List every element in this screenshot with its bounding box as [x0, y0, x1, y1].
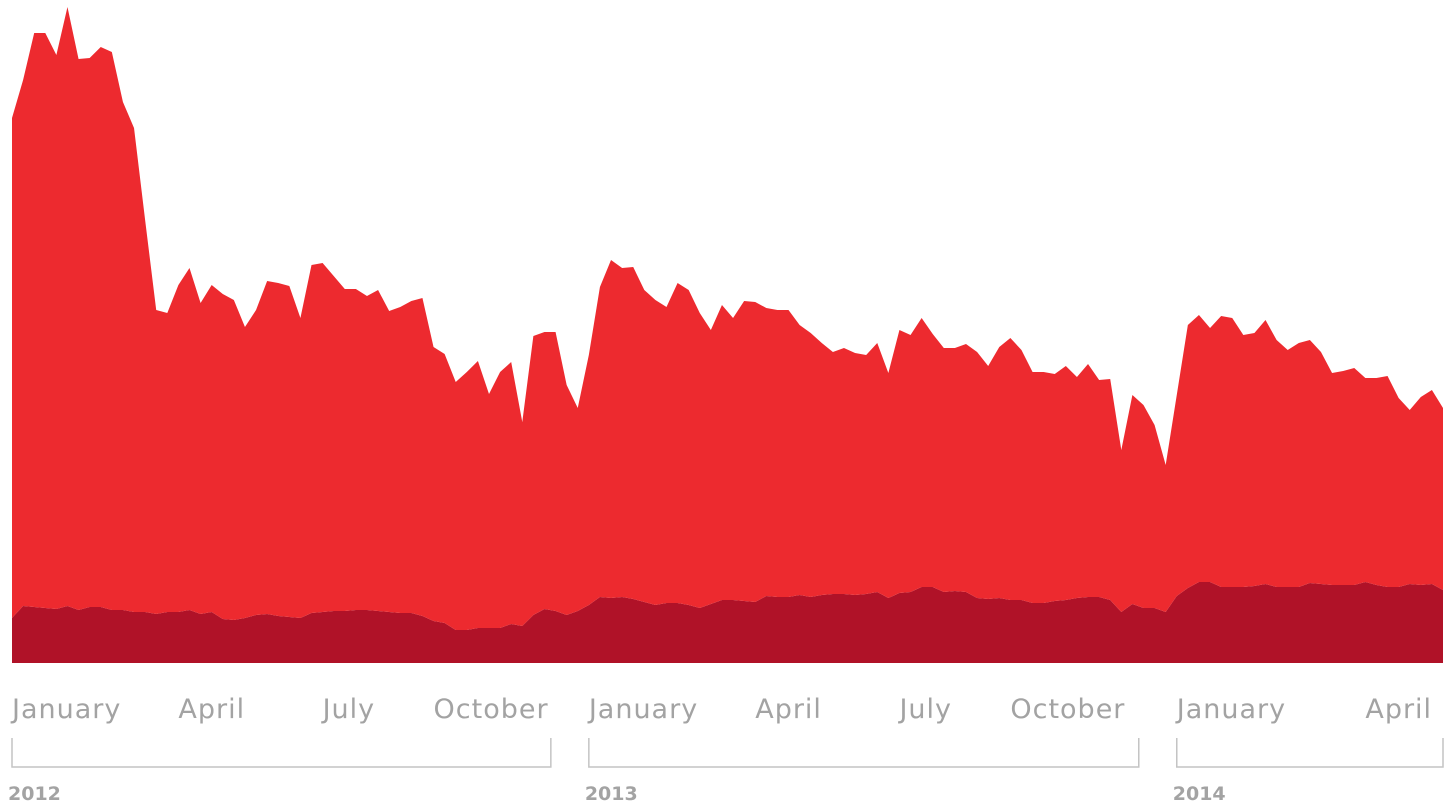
year-bracket	[11, 738, 552, 768]
x-tick-label: July	[897, 694, 952, 725]
x-tick-label: July	[321, 694, 376, 725]
area-series	[12, 582, 1443, 663]
area-series	[12, 7, 1443, 630]
x-tick-label: April	[178, 694, 245, 725]
year-label: 2014	[1173, 783, 1226, 805]
x-tick-label: October	[1010, 694, 1125, 725]
x-tick-label: April	[1365, 694, 1432, 725]
x-tick-label: January	[10, 694, 121, 725]
year-label: 2012	[8, 783, 61, 805]
year-bracket	[588, 738, 1140, 768]
x-tick-label: April	[755, 694, 822, 725]
year-bracket	[1176, 738, 1444, 768]
year-label: 2013	[585, 783, 638, 805]
x-tick-label: January	[1175, 694, 1286, 725]
x-tick-label: October	[434, 694, 549, 725]
x-tick-label: January	[587, 694, 698, 725]
